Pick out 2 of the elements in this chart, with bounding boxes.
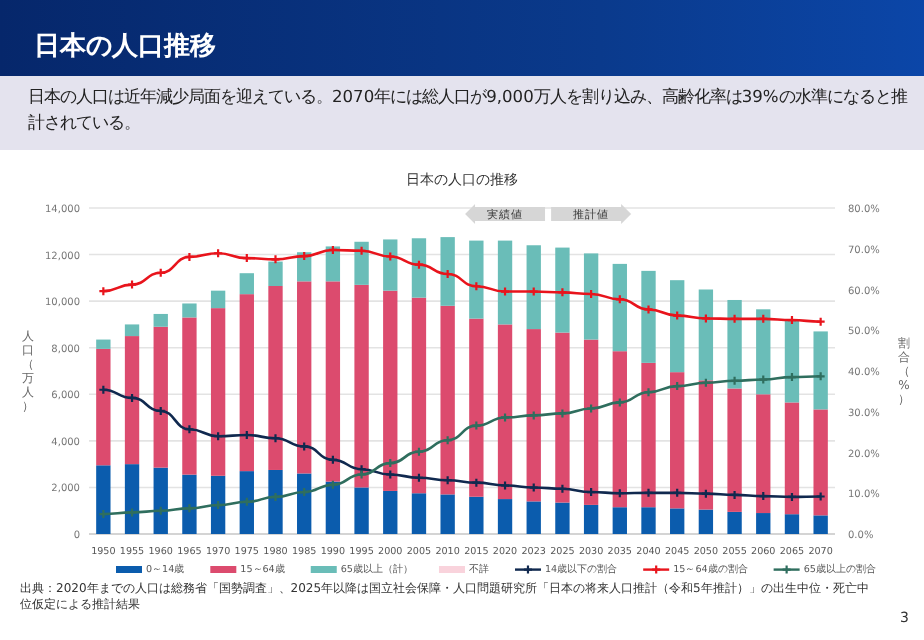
chart-title: 日本の人口推移 [34, 32, 216, 62]
chart-subtitle: 日本の人口は近年減少局面を迎えている。2070年には総人口が9,000万人を割り込み、高齢化率は39%の水準になると推計されている。 [28, 84, 908, 136]
